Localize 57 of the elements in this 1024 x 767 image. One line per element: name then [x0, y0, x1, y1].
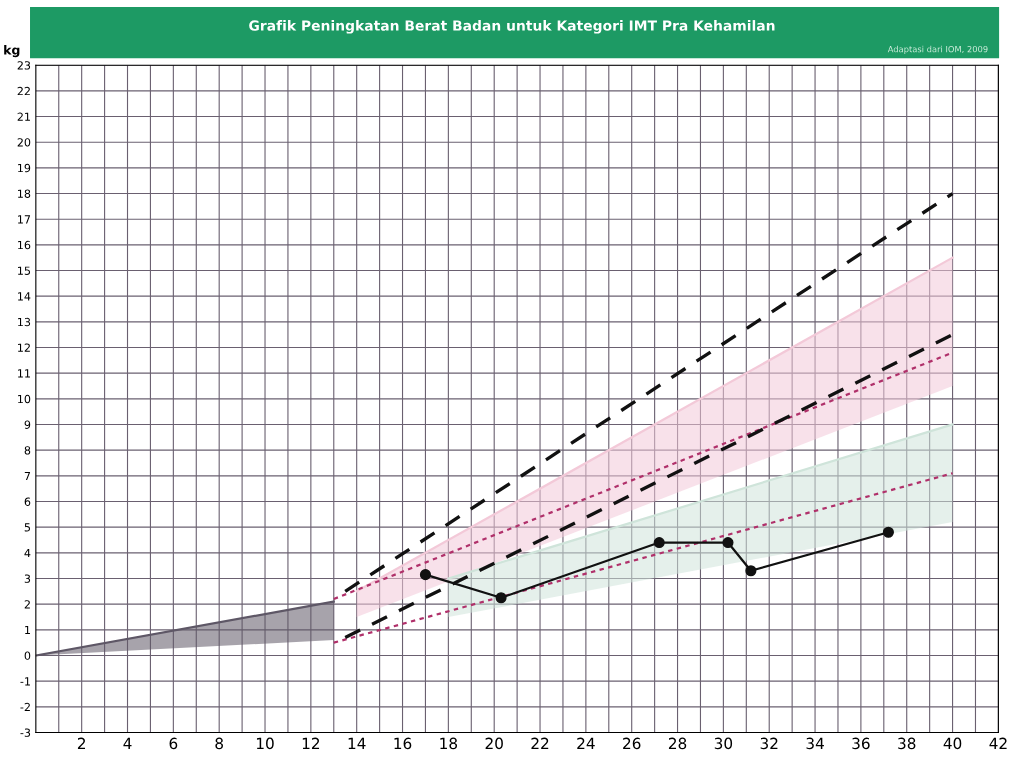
x-tick-label: 42 [989, 737, 1007, 749]
x-tick-label: 2 [77, 737, 86, 749]
x-tick-label: 6 [169, 737, 178, 750]
y-tick-label: 21 [17, 112, 30, 121]
x-tick-label: 10 [256, 737, 274, 750]
x-tick-label: 16 [394, 737, 412, 750]
point [745, 565, 757, 577]
point [495, 592, 507, 604]
y-tick-label: 18 [18, 189, 31, 198]
y-tick-label: 8 [24, 446, 31, 455]
y-tick-label: 19 [18, 163, 31, 173]
y-axis-title: kg [4, 44, 20, 58]
y-tick-label: 17 [18, 215, 31, 224]
y-tick-label: 22 [17, 86, 30, 96]
x-tick-label: 34 [806, 737, 824, 750]
x-tick-label: 38 [898, 737, 916, 750]
y-tick-label: 14 [18, 292, 31, 301]
x-tick-label: 4 [123, 737, 132, 749]
x-tick-label: 8 [215, 737, 223, 750]
y-tick-label: -3 [20, 728, 31, 737]
y-tick-label: 12 [18, 343, 30, 352]
x-tick-label: 30 [714, 737, 733, 750]
x-tick-label: 26 [623, 737, 641, 750]
y-tick-label: 10 [18, 394, 31, 404]
y-tick-label: 23 [17, 61, 31, 70]
x-tick-label: 36 [852, 737, 870, 750]
y-tick-label: 11 [18, 369, 30, 378]
point [882, 526, 894, 538]
x-tick-label: 12 [302, 737, 320, 749]
x-tick-label: 32 [760, 737, 778, 750]
x-tick-label: 40 [943, 737, 962, 750]
x-tick-label: 24 [577, 737, 595, 749]
point [722, 537, 734, 549]
y-tick-label: 15 [18, 266, 31, 275]
y-tick-label: 16 [18, 240, 31, 250]
x-tick-label: 22 [531, 737, 549, 749]
y-tick-label: 20 [17, 138, 31, 147]
chart-title: Grafik Peningkatan Berat Badan untuk Kategori IMT Pra Kehamilan [249, 20, 775, 34]
point [653, 537, 665, 549]
y-tick-label: 0 [24, 651, 31, 660]
y-tick-label: 7 [24, 471, 31, 481]
y-tick-label: -2 [20, 702, 30, 712]
x-tick-label: 28 [668, 737, 687, 750]
y-tick-label: 9 [24, 420, 31, 429]
y-tick-label: 13 [18, 317, 31, 327]
y-tick-label: 6 [24, 497, 31, 506]
x-tick-label: 14 [348, 737, 366, 749]
y-tick-label: 1 [25, 625, 30, 635]
y-tick-label: 4 [24, 548, 31, 558]
y-tick-label: 5 [24, 523, 31, 532]
y-tick-label: 2 [24, 600, 30, 609]
y-tick-label: -1 [20, 677, 30, 686]
y-tick-label: 3 [24, 574, 31, 583]
chart-subtitle: Adaptasi dari IOM, 2009 [887, 45, 988, 54]
x-tick-label: 20 [485, 737, 503, 750]
point [419, 569, 432, 581]
x-tick-label: 18 [440, 737, 458, 750]
